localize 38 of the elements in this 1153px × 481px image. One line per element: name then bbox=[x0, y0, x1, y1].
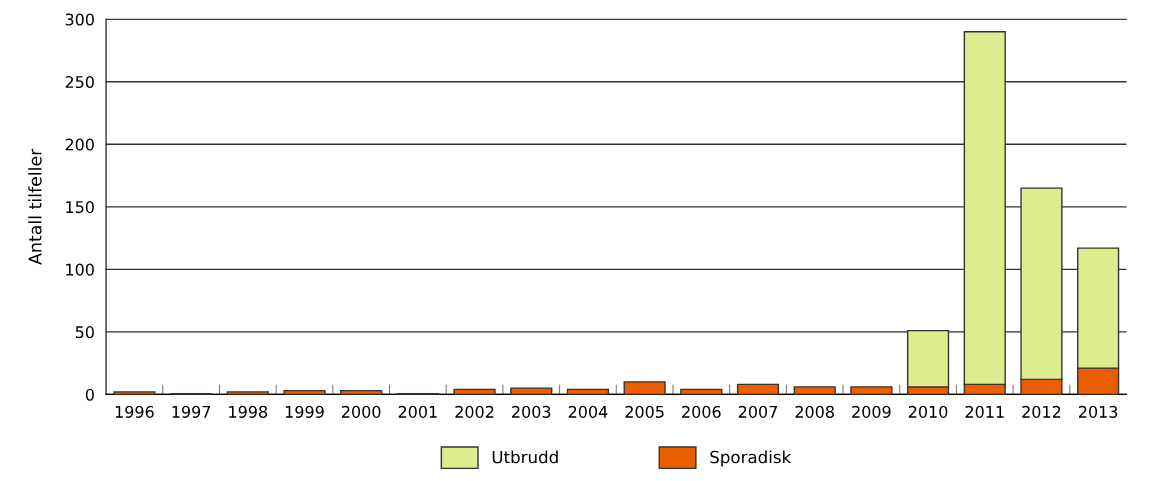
bar bbox=[850, 386, 893, 395]
y-tick-label: 100 bbox=[66, 263, 94, 276]
bar bbox=[340, 389, 383, 395]
bar bbox=[113, 391, 156, 395]
x-tick-label: 2004 bbox=[568, 405, 608, 418]
x-tick-label: 1996 bbox=[115, 405, 154, 418]
bar bbox=[736, 383, 780, 395]
y-tick-label: 200 bbox=[65, 138, 94, 151]
bar bbox=[510, 387, 553, 395]
legend-label: Utbrudd bbox=[492, 450, 558, 464]
x-tick-label: 2012 bbox=[1022, 405, 1061, 418]
x-tick-label: 2003 bbox=[512, 405, 551, 418]
x-tick-label: 2013 bbox=[1078, 405, 1118, 418]
x-tick-label: 2007 bbox=[738, 405, 777, 418]
y-tick-label: 0 bbox=[85, 388, 94, 401]
y-tick-label: 250 bbox=[65, 75, 94, 89]
x-tick-label: 1998 bbox=[229, 405, 268, 418]
y-tick-label: 50 bbox=[75, 326, 94, 339]
x-tick-label: 2005 bbox=[625, 405, 664, 418]
x-tick-label: 2000 bbox=[342, 405, 381, 418]
y-tick-label: 150 bbox=[66, 201, 94, 214]
x-tick-label: 2010 bbox=[908, 405, 948, 418]
bar bbox=[623, 381, 666, 395]
y-axis-title: Antall tilfeller bbox=[28, 148, 42, 265]
bar bbox=[283, 389, 326, 395]
y-tick-label: 300 bbox=[65, 13, 94, 26]
legend-label: Sporadisk bbox=[710, 450, 792, 467]
x-tick-label: 1997 bbox=[172, 405, 211, 418]
x-tick-label: 2009 bbox=[852, 405, 891, 418]
x-tick-label: 2011 bbox=[965, 405, 1004, 418]
x-tick-label: 2001 bbox=[398, 405, 437, 418]
bar bbox=[453, 388, 496, 395]
x-tick-label: 2006 bbox=[682, 405, 721, 418]
bar bbox=[793, 386, 836, 395]
bar bbox=[226, 391, 269, 395]
x-tick-label: 1999 bbox=[285, 405, 324, 418]
x-tick-label: 2008 bbox=[795, 405, 834, 418]
x-tick-label: 2002 bbox=[455, 405, 494, 418]
